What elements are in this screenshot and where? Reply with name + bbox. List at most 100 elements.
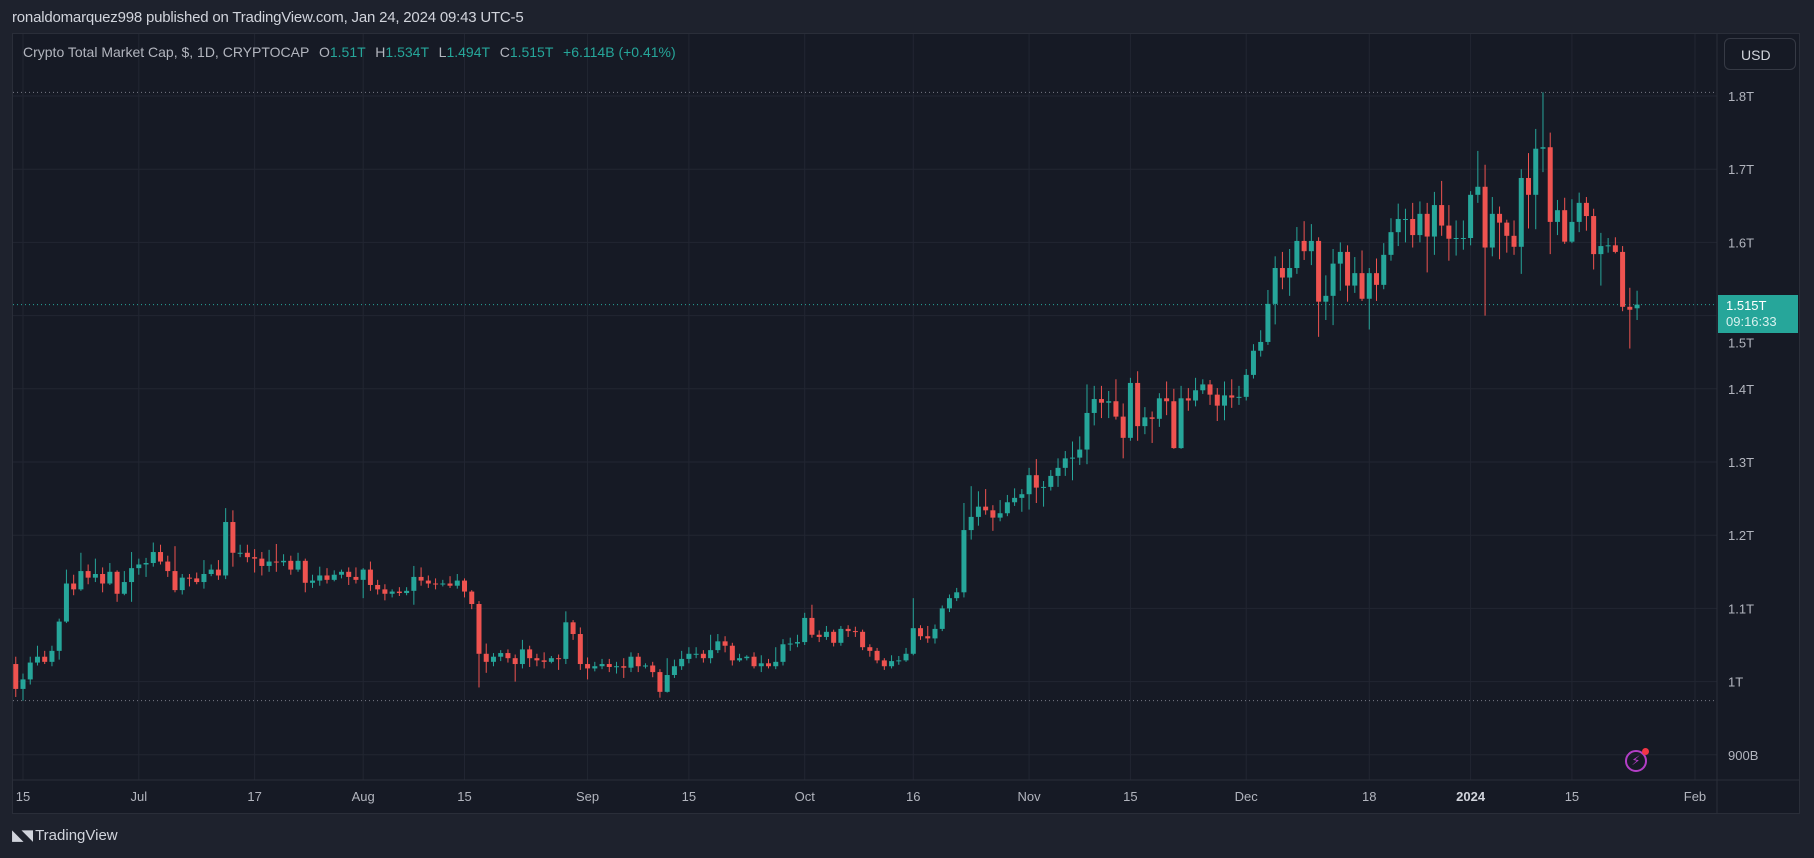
- candle[interactable]: [1287, 248, 1293, 296]
- candle[interactable]: [975, 491, 981, 526]
- candle[interactable]: [1200, 379, 1206, 394]
- candle[interactable]: [874, 647, 880, 664]
- candle[interactable]: [867, 644, 873, 657]
- candle[interactable]: [266, 549, 272, 572]
- candle[interactable]: [954, 587, 960, 602]
- candle[interactable]: [1410, 202, 1416, 248]
- candle[interactable]: [751, 652, 757, 669]
- candle[interactable]: [577, 627, 583, 670]
- candle[interactable]: [1562, 197, 1568, 244]
- candle[interactable]: [129, 552, 135, 602]
- candle[interactable]: [816, 630, 822, 643]
- candle[interactable]: [165, 555, 171, 577]
- candle[interactable]: [63, 569, 69, 624]
- candle[interactable]: [657, 669, 663, 698]
- candle[interactable]: [519, 639, 525, 669]
- candle[interactable]: [686, 647, 692, 664]
- candle[interactable]: [1497, 206, 1503, 260]
- candle[interactable]: [1612, 237, 1618, 254]
- candle[interactable]: [92, 558, 98, 583]
- candle[interactable]: [1627, 287, 1633, 349]
- candle[interactable]: [787, 637, 793, 651]
- candle[interactable]: [121, 571, 127, 596]
- candle[interactable]: [85, 564, 91, 585]
- candle[interactable]: [1207, 380, 1213, 405]
- candle[interactable]: [1294, 227, 1300, 274]
- candle[interactable]: [896, 655, 902, 665]
- candle[interactable]: [34, 645, 40, 666]
- candle[interactable]: [737, 653, 743, 662]
- candle[interactable]: [715, 634, 721, 654]
- candle[interactable]: [932, 624, 938, 644]
- candle[interactable]: [614, 661, 620, 674]
- candle[interactable]: [56, 618, 62, 660]
- candle[interactable]: [599, 658, 605, 670]
- candle[interactable]: [1120, 403, 1126, 459]
- candle[interactable]: [1583, 197, 1589, 231]
- candle[interactable]: [1316, 237, 1322, 337]
- candle[interactable]: [498, 650, 504, 662]
- candle[interactable]: [1033, 459, 1039, 503]
- candle[interactable]: [628, 652, 634, 673]
- candle[interactable]: [1554, 199, 1560, 236]
- candle[interactable]: [215, 560, 221, 580]
- candle[interactable]: [585, 657, 591, 680]
- candle[interactable]: [1366, 268, 1372, 330]
- candle[interactable]: [1012, 488, 1018, 506]
- candle[interactable]: [548, 655, 554, 664]
- candle[interactable]: [150, 542, 156, 567]
- currency-button[interactable]: USD: [1724, 38, 1796, 70]
- candle[interactable]: [288, 555, 294, 575]
- candle[interactable]: [331, 570, 337, 582]
- candle[interactable]: [469, 590, 475, 610]
- candle[interactable]: [650, 661, 656, 678]
- candle[interactable]: [1468, 191, 1474, 246]
- candle[interactable]: [418, 567, 424, 586]
- candle[interactable]: [1482, 164, 1488, 316]
- candle[interactable]: [1431, 191, 1437, 255]
- candle[interactable]: [462, 578, 468, 598]
- candle[interactable]: [1634, 290, 1640, 320]
- candle[interactable]: [107, 563, 113, 585]
- candle[interactable]: [1098, 385, 1104, 419]
- candle[interactable]: [1504, 219, 1510, 253]
- candle[interactable]: [1511, 220, 1517, 255]
- candle[interactable]: [440, 579, 446, 587]
- tradingview-logo[interactable]: ◣◥ TradingView: [12, 826, 118, 845]
- candle[interactable]: [237, 544, 243, 558]
- candle[interactable]: [208, 564, 214, 577]
- candle[interactable]: [382, 584, 388, 601]
- candle[interactable]: [1164, 381, 1170, 416]
- candle[interactable]: [1135, 371, 1141, 441]
- candle[interactable]: [570, 620, 576, 640]
- candle[interactable]: [1026, 467, 1032, 510]
- candle[interactable]: [1113, 379, 1119, 420]
- candle[interactable]: [1489, 197, 1495, 257]
- candle[interactable]: [1526, 153, 1532, 229]
- candle[interactable]: [20, 673, 26, 701]
- candle[interactable]: [1214, 388, 1220, 422]
- candle[interactable]: [961, 502, 967, 598]
- candle[interactable]: [375, 579, 381, 595]
- candle[interactable]: [1055, 458, 1061, 487]
- candle[interactable]: [338, 569, 344, 579]
- candle[interactable]: [1070, 441, 1076, 481]
- candle[interactable]: [563, 611, 569, 665]
- candle[interactable]: [1591, 208, 1597, 270]
- candle[interactable]: [1142, 407, 1148, 435]
- candle[interactable]: [1178, 385, 1184, 449]
- candle[interactable]: [1352, 257, 1358, 293]
- candle[interactable]: [27, 656, 33, 685]
- candle[interactable]: [136, 558, 142, 575]
- candle[interactable]: [324, 568, 330, 584]
- candle[interactable]: [194, 572, 200, 585]
- candle[interactable]: [1243, 369, 1249, 401]
- candle[interactable]: [295, 552, 301, 572]
- candle[interactable]: [679, 650, 685, 670]
- candle[interactable]: [1258, 330, 1264, 357]
- candle[interactable]: [367, 561, 373, 591]
- candle[interactable]: [1185, 388, 1191, 411]
- candle[interactable]: [512, 654, 518, 682]
- candle[interactable]: [1077, 436, 1083, 465]
- candle[interactable]: [1395, 203, 1401, 247]
